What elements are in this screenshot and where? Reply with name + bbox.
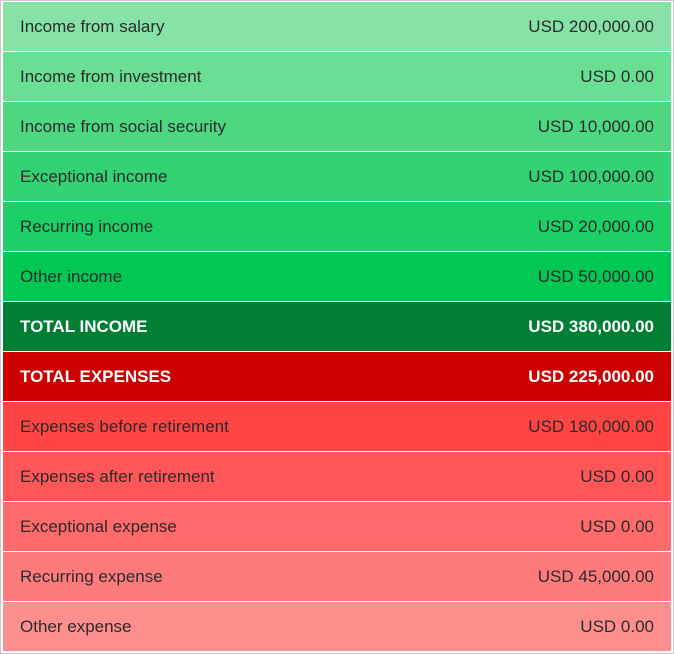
total-expenses-value: USD 225,000.00 bbox=[528, 366, 654, 386]
expense-recurring-row: Recurring expense USD 45,000.00 bbox=[3, 552, 671, 601]
income-salary-row: Income from salary USD 200,000.00 bbox=[3, 2, 671, 51]
expense-before-retirement-label: Expenses before retirement bbox=[20, 416, 229, 436]
income-other-label: Other income bbox=[20, 266, 123, 286]
expense-other-row: Other expense USD 0.00 bbox=[3, 602, 671, 651]
expense-exceptional-label: Exceptional expense bbox=[20, 516, 177, 536]
expense-other-label: Other expense bbox=[20, 616, 132, 636]
income-social-security-label: Income from social security bbox=[20, 116, 226, 136]
income-other-value: USD 50,000.00 bbox=[537, 266, 654, 286]
income-investment-row: Income from investment USD 0.00 bbox=[3, 52, 671, 101]
expense-other-value: USD 0.00 bbox=[580, 616, 654, 636]
expense-after-retirement-label: Expenses after retirement bbox=[20, 466, 215, 486]
total-expenses-row: TOTAL EXPENSES USD 225,000.00 bbox=[3, 352, 671, 401]
income-salary-value: USD 200,000.00 bbox=[528, 16, 654, 36]
income-recurring-value: USD 20,000.00 bbox=[537, 216, 654, 236]
expense-recurring-label: Recurring expense bbox=[20, 566, 163, 586]
income-social-security-value: USD 10,000.00 bbox=[537, 116, 654, 136]
expense-after-retirement-value: USD 0.00 bbox=[580, 466, 654, 486]
expense-after-retirement-row: Expenses after retirement USD 0.00 bbox=[3, 452, 671, 501]
income-recurring-row: Recurring income USD 20,000.00 bbox=[3, 202, 671, 251]
expense-exceptional-value: USD 0.00 bbox=[580, 516, 654, 536]
expense-before-retirement-value: USD 180,000.00 bbox=[528, 416, 654, 436]
expense-exceptional-row: Exceptional expense USD 0.00 bbox=[3, 502, 671, 551]
income-salary-label: Income from salary bbox=[20, 16, 165, 36]
expense-recurring-value: USD 45,000.00 bbox=[537, 566, 654, 586]
income-social-security-row: Income from social security USD 10,000.0… bbox=[3, 102, 671, 151]
income-investment-value: USD 0.00 bbox=[580, 66, 654, 86]
income-investment-label: Income from investment bbox=[20, 66, 202, 86]
income-recurring-label: Recurring income bbox=[20, 216, 154, 236]
income-exceptional-label: Exceptional income bbox=[20, 166, 168, 186]
total-income-value: USD 380,000.00 bbox=[528, 316, 654, 336]
total-income-row: TOTAL INCOME USD 380,000.00 bbox=[3, 302, 671, 351]
total-income-label: TOTAL INCOME bbox=[20, 316, 148, 336]
income-exceptional-row: Exceptional income USD 100,000.00 bbox=[3, 152, 671, 201]
expense-before-retirement-row: Expenses before retirement USD 180,000.0… bbox=[3, 402, 671, 451]
total-expenses-label: TOTAL EXPENSES bbox=[20, 366, 172, 386]
income-exceptional-value: USD 100,000.00 bbox=[528, 166, 654, 186]
income-other-row: Other income USD 50,000.00 bbox=[3, 252, 671, 301]
